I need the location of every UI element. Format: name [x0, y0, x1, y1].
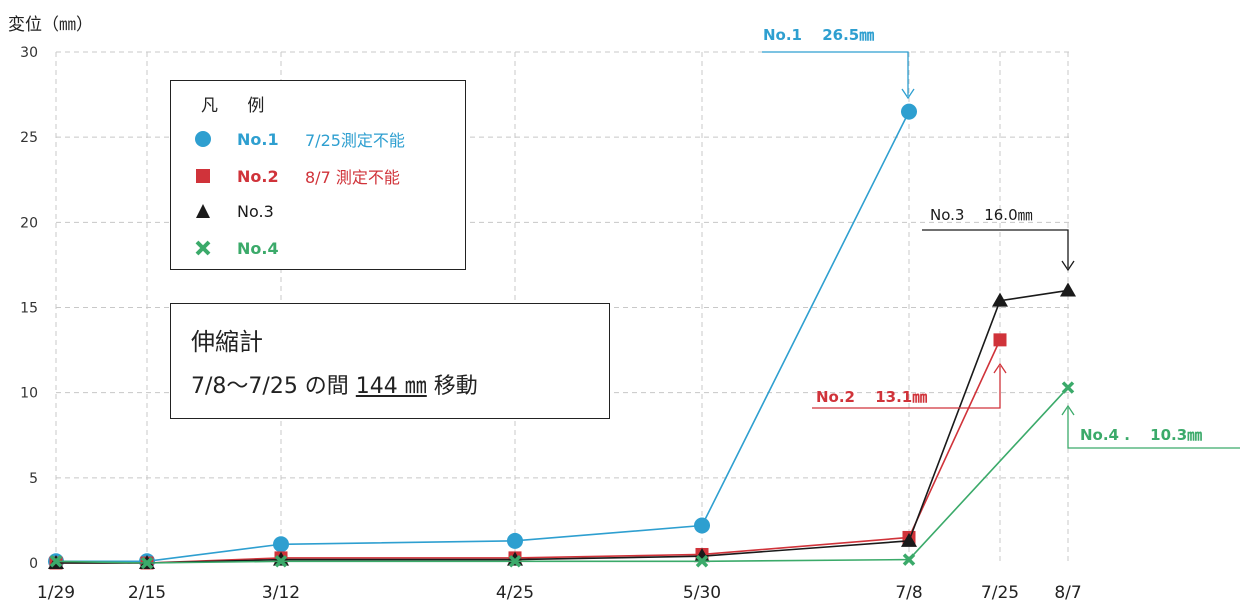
data-point	[992, 292, 1008, 307]
callout-arrow	[993, 362, 1007, 374]
legend: 凡 例 No.1 7/25測定不能 No.2 8/7 測定不能 No.3	[170, 80, 466, 270]
info-suffix: 移動	[426, 374, 478, 399]
y-tick-label: 5	[29, 471, 38, 487]
x-tick-label: 3/12	[262, 583, 300, 603]
legend-title: 凡 例	[201, 96, 277, 116]
x-tick-label: 2/15	[128, 583, 166, 603]
legend-item-note: 8/7 測定不能	[305, 168, 400, 187]
series	[48, 103, 1076, 570]
info-value: 144 ㎜	[355, 374, 427, 399]
circle-marker-icon	[193, 129, 213, 149]
x-tick-label: 7/8	[895, 583, 922, 603]
data-point	[49, 555, 63, 568]
square-marker-icon	[193, 166, 213, 186]
data-point	[695, 555, 709, 568]
legend-item-name: No.2	[237, 166, 279, 186]
callout-line	[1067, 408, 1240, 449]
legend-item-no1: No.1 7/25測定不能	[193, 127, 405, 151]
callout-line	[762, 51, 909, 96]
data-point	[274, 555, 288, 568]
y-tick-label: 25	[20, 130, 38, 146]
data-point	[507, 532, 523, 549]
data-point	[1060, 282, 1076, 297]
legend-item-no3: No.3	[193, 201, 295, 221]
info-prefix: 7/8～7/25 の間	[191, 374, 356, 399]
legend-item-name: No.3	[237, 201, 274, 221]
data-point	[902, 553, 916, 566]
y-tick-label: 20	[20, 215, 38, 231]
data-label: No.3 16.0㎜	[930, 206, 1033, 224]
info-text: 7/8～7/25 の間 144 ㎜ 移動	[191, 368, 478, 400]
data-label: No.2 13.1㎜	[816, 388, 927, 406]
x-tick-label: 8/7	[1054, 583, 1081, 603]
callout-arrow	[1061, 404, 1075, 416]
data-label: No.1 26.5㎜	[763, 26, 874, 44]
callout-arrow	[901, 88, 915, 100]
y-tick-label: 30	[20, 45, 38, 61]
data-point	[901, 532, 917, 547]
x-tick-label: 7/25	[981, 583, 1019, 603]
data-point	[993, 333, 1007, 347]
legend-item-note: 7/25測定不能	[305, 131, 405, 150]
callout-arrow	[1061, 260, 1075, 272]
callout-line	[922, 229, 1069, 268]
legend-item-no4: No.4	[193, 238, 295, 258]
y-tick-label: 10	[20, 386, 38, 402]
data-point	[1061, 381, 1075, 394]
axes: 0 5 10 15 20 25 30 1/29 2/15 3/12 4/25 5/30 7/8 7/25 8…	[8, 15, 1082, 603]
triangle-marker-icon	[193, 201, 213, 221]
legend-item-no2: No.2 8/7 測定不能	[193, 164, 400, 188]
y-tick-label: 0	[29, 556, 38, 572]
data-point	[901, 103, 917, 120]
info-title: 伸縮計	[191, 328, 263, 356]
legend-item-name: No.4	[237, 238, 279, 258]
series-line	[56, 111, 910, 563]
legend-item-name: No.1	[237, 129, 279, 149]
x-marker-icon	[193, 238, 213, 258]
x-tick-label: 4/25	[496, 583, 534, 603]
info-box: 伸縮計 7/8～7/25 の間 144 ㎜ 移動	[170, 303, 610, 419]
data-point	[508, 555, 522, 568]
callout-line	[812, 366, 1001, 409]
y-tick-label: 15	[20, 301, 38, 317]
data-label: No.4 . 10.3㎜	[1080, 426, 1202, 444]
annotations: No.1 26.5㎜ No.3 16.0㎜ No.2 13.1㎜ No.4 . 10.…	[762, 26, 1240, 449]
y-axis-label: 変位（㎜）	[8, 15, 93, 35]
x-tick-label: 5/30	[683, 583, 721, 603]
x-tick-label: 1/29	[37, 583, 75, 603]
data-point	[273, 536, 289, 553]
data-point	[694, 517, 710, 534]
data-point	[140, 556, 154, 570]
